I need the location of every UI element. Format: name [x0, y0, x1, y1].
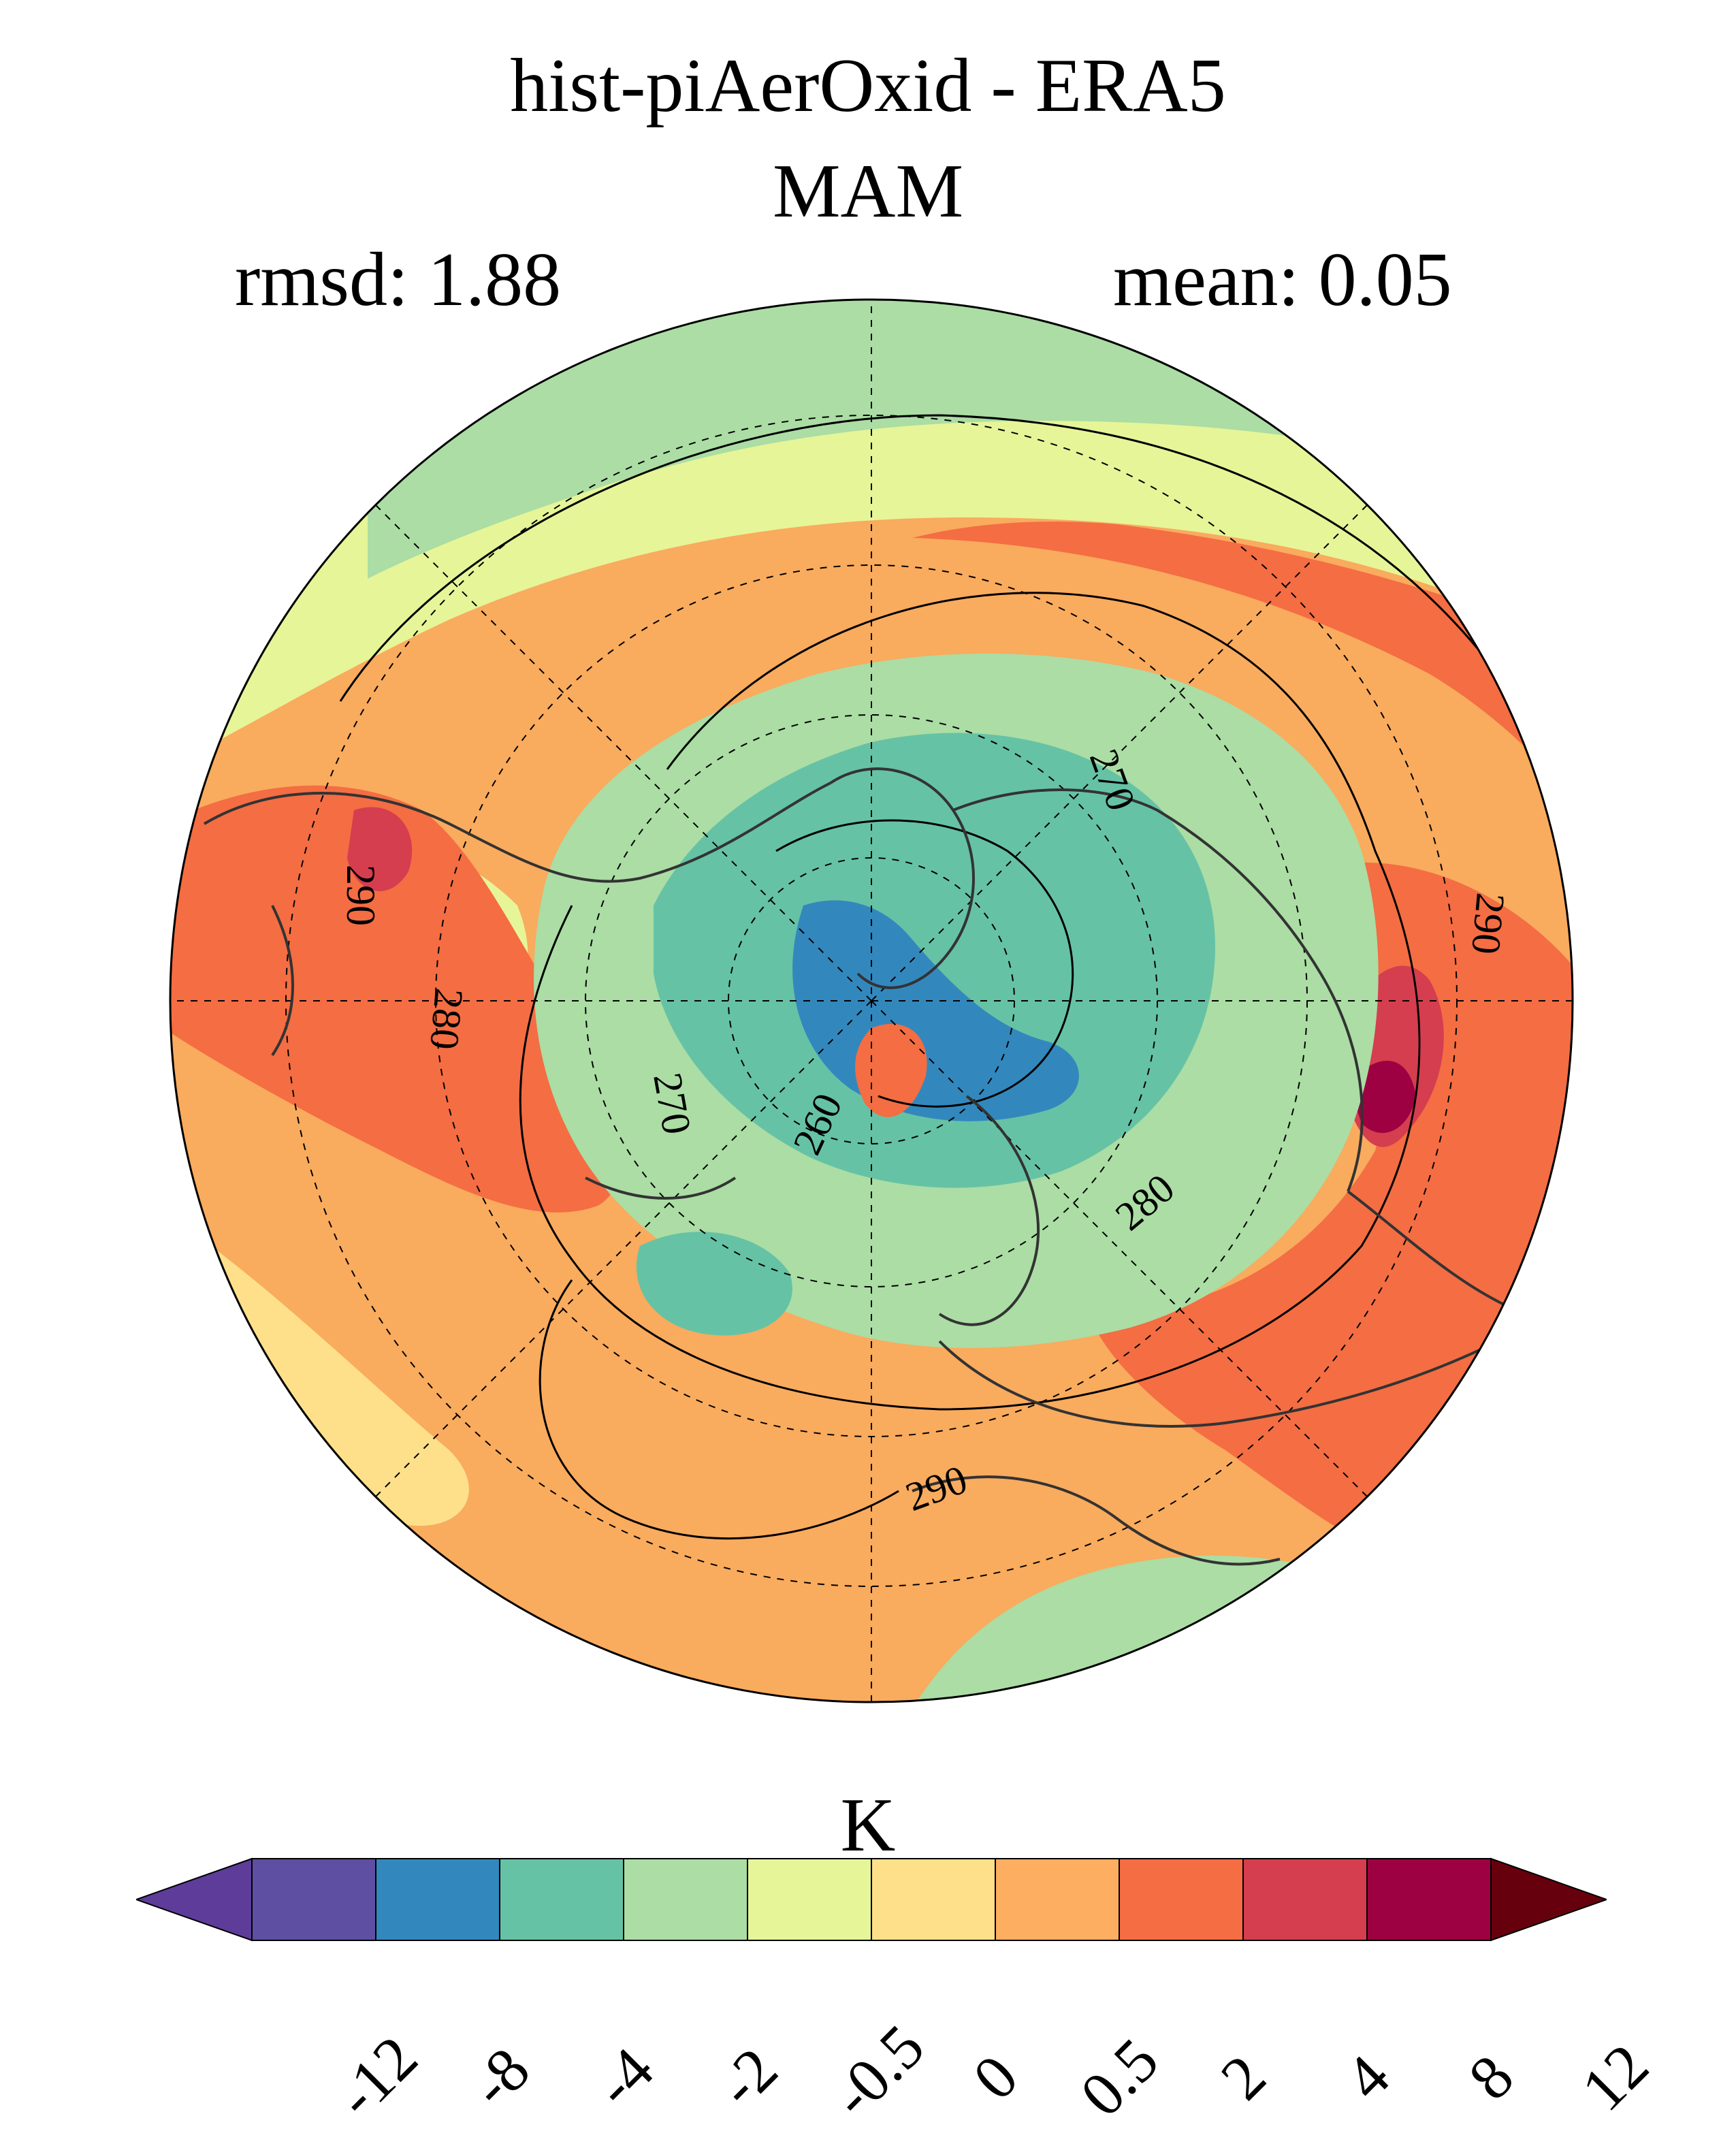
map-border — [169, 298, 1574, 1703]
field-warm-band-north — [912, 522, 1573, 810]
contour-label: 270 — [645, 1070, 700, 1138]
colorbar-tick-label: 0.5 — [1067, 2025, 1172, 2130]
field-warm-band-west — [170, 785, 623, 1213]
colorbar-box — [375, 1858, 500, 1941]
polar-map: 270 290 280 270 260 280 290 290 — [169, 298, 1574, 1703]
colorbar-tick-label: 2 — [1207, 2041, 1279, 2113]
colorbar-box — [747, 1858, 872, 1941]
field-greenland-warm — [855, 1023, 927, 1117]
colorbar-tick-label: 4 — [1331, 2041, 1403, 2113]
colorbar-tick-label: -2 — [704, 2034, 791, 2121]
graticule — [170, 300, 1573, 1702]
isotherms — [339, 414, 1499, 1540]
colorbar-extend-low — [136, 1857, 253, 1942]
figure-title: hist-piAerOxid - ERA5 — [510, 44, 1226, 128]
mean-label: mean: 0.05 — [1113, 238, 1452, 322]
field-very-warm-alaska — [347, 807, 413, 891]
colorbar-box — [1366, 1858, 1492, 1941]
field-atlantic-negative — [636, 1232, 792, 1336]
contour-label: 280 — [421, 987, 472, 1051]
colorbar-box — [995, 1858, 1120, 1941]
contour-label: 290 — [338, 865, 383, 926]
colorbar-box — [1119, 1858, 1244, 1941]
contour-label: 290 — [1463, 891, 1513, 956]
season-label: MAM — [772, 149, 964, 234]
rmsd-label: rmsd: 1.88 — [235, 238, 562, 322]
field-near-zero-south-east — [1457, 1404, 1573, 1586]
colorbar-tick-label: -4 — [580, 2034, 667, 2121]
colorbar-box — [1242, 1858, 1368, 1941]
colorbar-tick-label: -12 — [322, 2022, 431, 2131]
colorbar-tick-label: 12 — [1568, 2030, 1662, 2124]
colorbar — [136, 1857, 1607, 1942]
colorbar-box — [623, 1858, 748, 1941]
coastlines — [203, 767, 1526, 1566]
colorbar-tick-label: 0 — [959, 2041, 1031, 2113]
colorbar-tick-label: -8 — [456, 2034, 543, 2121]
colorbar-extend-high — [1490, 1857, 1607, 1942]
colorbar-box — [499, 1858, 624, 1941]
colorbar-tick-label: -0.5 — [818, 2011, 937, 2131]
colorbar-box — [251, 1858, 376, 1941]
colorbar-unit: K — [840, 1783, 896, 1868]
colorbar-box — [871, 1858, 996, 1941]
colorbar-tick-label: 8 — [1455, 2041, 1527, 2113]
